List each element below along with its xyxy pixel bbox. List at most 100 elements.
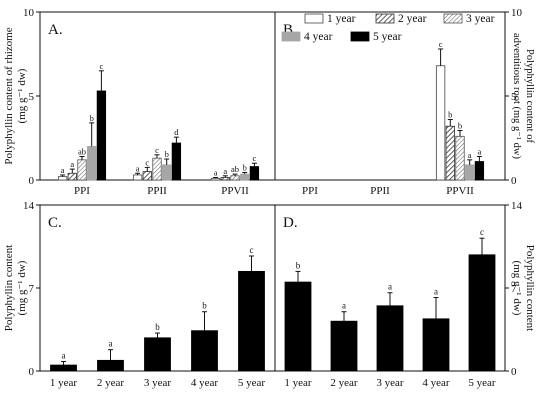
- panel-d-category-label: 5 year: [468, 377, 496, 389]
- panel-d-category-label: 2 year: [330, 377, 358, 389]
- panel-c-bar: [191, 330, 218, 372]
- panel-b-sig-letter: c: [439, 39, 443, 49]
- panel-b-category-label: PPII: [370, 185, 390, 197]
- panel-a-bar: [96, 90, 107, 181]
- panel-d-category-label: 1 year: [284, 377, 312, 389]
- panel-b-ytick-label: 0: [511, 175, 517, 187]
- panel-a-bar: [230, 175, 240, 181]
- panel-a-bar: [152, 157, 162, 181]
- panel-a-ytick-label: 5: [29, 91, 35, 103]
- panel-b-category-label: PPI: [302, 185, 318, 197]
- panel-a-sig-letter: ab: [231, 164, 239, 174]
- panel-b-sig-letter: b: [458, 120, 462, 130]
- panel-a-sig-letter: c: [100, 61, 104, 71]
- top-panels-frame: [39, 11, 506, 181]
- panel-a-bar: [220, 177, 230, 181]
- panel-c-bar: [97, 359, 124, 372]
- panel-c-category-label: 3 year: [144, 377, 172, 389]
- legend-swatch: [281, 31, 301, 42]
- panel-b-category-label: PPVII: [446, 185, 474, 197]
- panel-a-category-label: PPII: [147, 185, 167, 197]
- panel-c-ytick-label: 0: [29, 366, 35, 378]
- panel-a-bar: [77, 159, 87, 181]
- panel-d-ytick-label: 7: [511, 283, 517, 295]
- panel-d-bar: [330, 320, 358, 372]
- panel-c-category-label: 4 year: [191, 377, 219, 389]
- panel-d-category-label: 4 year: [422, 377, 450, 389]
- panel-a-ytick-label: 0: [29, 175, 35, 187]
- panel-b-ytick-label: 5: [511, 91, 517, 103]
- legend-label: 4 year: [304, 31, 333, 43]
- panel-a-panel-label: A.: [48, 22, 63, 38]
- panel-a-category-label: PPVII: [221, 185, 249, 197]
- panel-c-sig-letter: b: [202, 301, 207, 311]
- panel-a-sig-letter: c: [253, 153, 257, 163]
- panel-a-ytick-label: 10: [23, 7, 35, 19]
- panel-c-category-label: 2 year: [97, 377, 125, 389]
- panel-b-ylabel-line: Polyphyllin content of: [524, 49, 535, 143]
- panel-a-bar: [142, 171, 152, 181]
- panel-a-bar: [67, 172, 77, 181]
- panel-c-ytick-label: 7: [29, 283, 35, 295]
- panel-c-ylabel-line: (mg g⁻¹ dw): [16, 260, 28, 315]
- panel-d-sig-letter: a: [388, 282, 392, 292]
- panel-d-bar: [422, 318, 450, 372]
- panel-a-category-label: PPI: [74, 185, 90, 197]
- panel-b-bar: [455, 135, 465, 181]
- panel-c-category-label: 5 year: [238, 377, 266, 389]
- legend-label: 5 year: [373, 31, 402, 43]
- panel-c-category-label: 1 year: [50, 377, 78, 389]
- panel-a-ylabel: Polyphyllin content of rhizome (mg g⁻¹ dw…: [3, 27, 28, 164]
- panel-d-bar: [284, 281, 312, 372]
- panel-a-bar: [249, 166, 260, 181]
- panel-a-bar: [210, 177, 221, 181]
- panel-a-ylabel-line: Polyphyllin content of rhizome: [3, 27, 15, 164]
- panel-a-ylabel-line: (mg g⁻¹ dw): [16, 68, 28, 123]
- panel-b-ytick-label: 10: [511, 7, 523, 19]
- panel-c-sig-letter: a: [62, 351, 66, 361]
- panel-a-bar: [162, 164, 172, 181]
- panel-a-bar: [240, 173, 250, 181]
- panel-c-bar: [50, 364, 77, 372]
- panel-c-ytick-label: 14: [23, 200, 35, 212]
- panel-d-category-label: 3 year: [376, 377, 404, 389]
- panel-d-panel-label: D.: [283, 215, 298, 231]
- legend-swatch: [375, 13, 395, 24]
- panel-a-sig-letter: a: [70, 159, 74, 169]
- panel-c-ylabel-line: Polyphyllin content: [3, 245, 15, 331]
- legend-label: 2 year: [398, 13, 427, 25]
- panel-b-bar: [445, 125, 455, 181]
- legend-swatch: [350, 31, 370, 42]
- panel-a-sig-letter: b: [243, 162, 247, 172]
- panel-a-bar: [87, 145, 97, 181]
- panel-b-ylabel-line: adventitious root (mg g⁻¹ dw): [511, 33, 522, 159]
- panel-c-panel-label: C.: [48, 215, 62, 231]
- panel-a-sig-letter: ab: [78, 146, 86, 156]
- panel-c-sig-letter: c: [250, 245, 254, 255]
- panel-a-sig-letter: c: [155, 145, 159, 155]
- panel-d-ylabel: Polyphyllin content(mg g⁻¹ dw): [511, 245, 536, 331]
- legend-swatch: [304, 13, 324, 24]
- panel-b-sig-letter: a: [468, 150, 472, 160]
- panel-d-bar: [468, 254, 496, 372]
- legend-label: 1 year: [327, 13, 356, 25]
- panel-b-bar: [435, 65, 446, 181]
- panel-d-bar: [376, 305, 404, 372]
- panel-a-sig-letter: b: [165, 149, 169, 159]
- panel-b-sig-letter: b: [448, 110, 452, 120]
- panel-b-sig-letter: a: [478, 146, 482, 156]
- panel-a-sig-letter: a: [61, 165, 65, 175]
- panel-a-sig-letter: d: [174, 127, 179, 137]
- panel-c-sig-letter: b: [155, 322, 160, 332]
- panel-a-bar: [132, 174, 143, 181]
- panel-b-bar: [465, 164, 475, 181]
- panel-c-ylabel: Polyphyllin content (mg g⁻¹ dw): [3, 245, 28, 331]
- panel-d-ytick-label: 14: [511, 200, 523, 212]
- panel-c-bar: [238, 270, 265, 372]
- legend-label: 3 year: [466, 13, 495, 25]
- panel-c-bar: [144, 337, 171, 372]
- panel-c-sig-letter: a: [109, 339, 113, 349]
- panel-a-bar: [171, 142, 182, 181]
